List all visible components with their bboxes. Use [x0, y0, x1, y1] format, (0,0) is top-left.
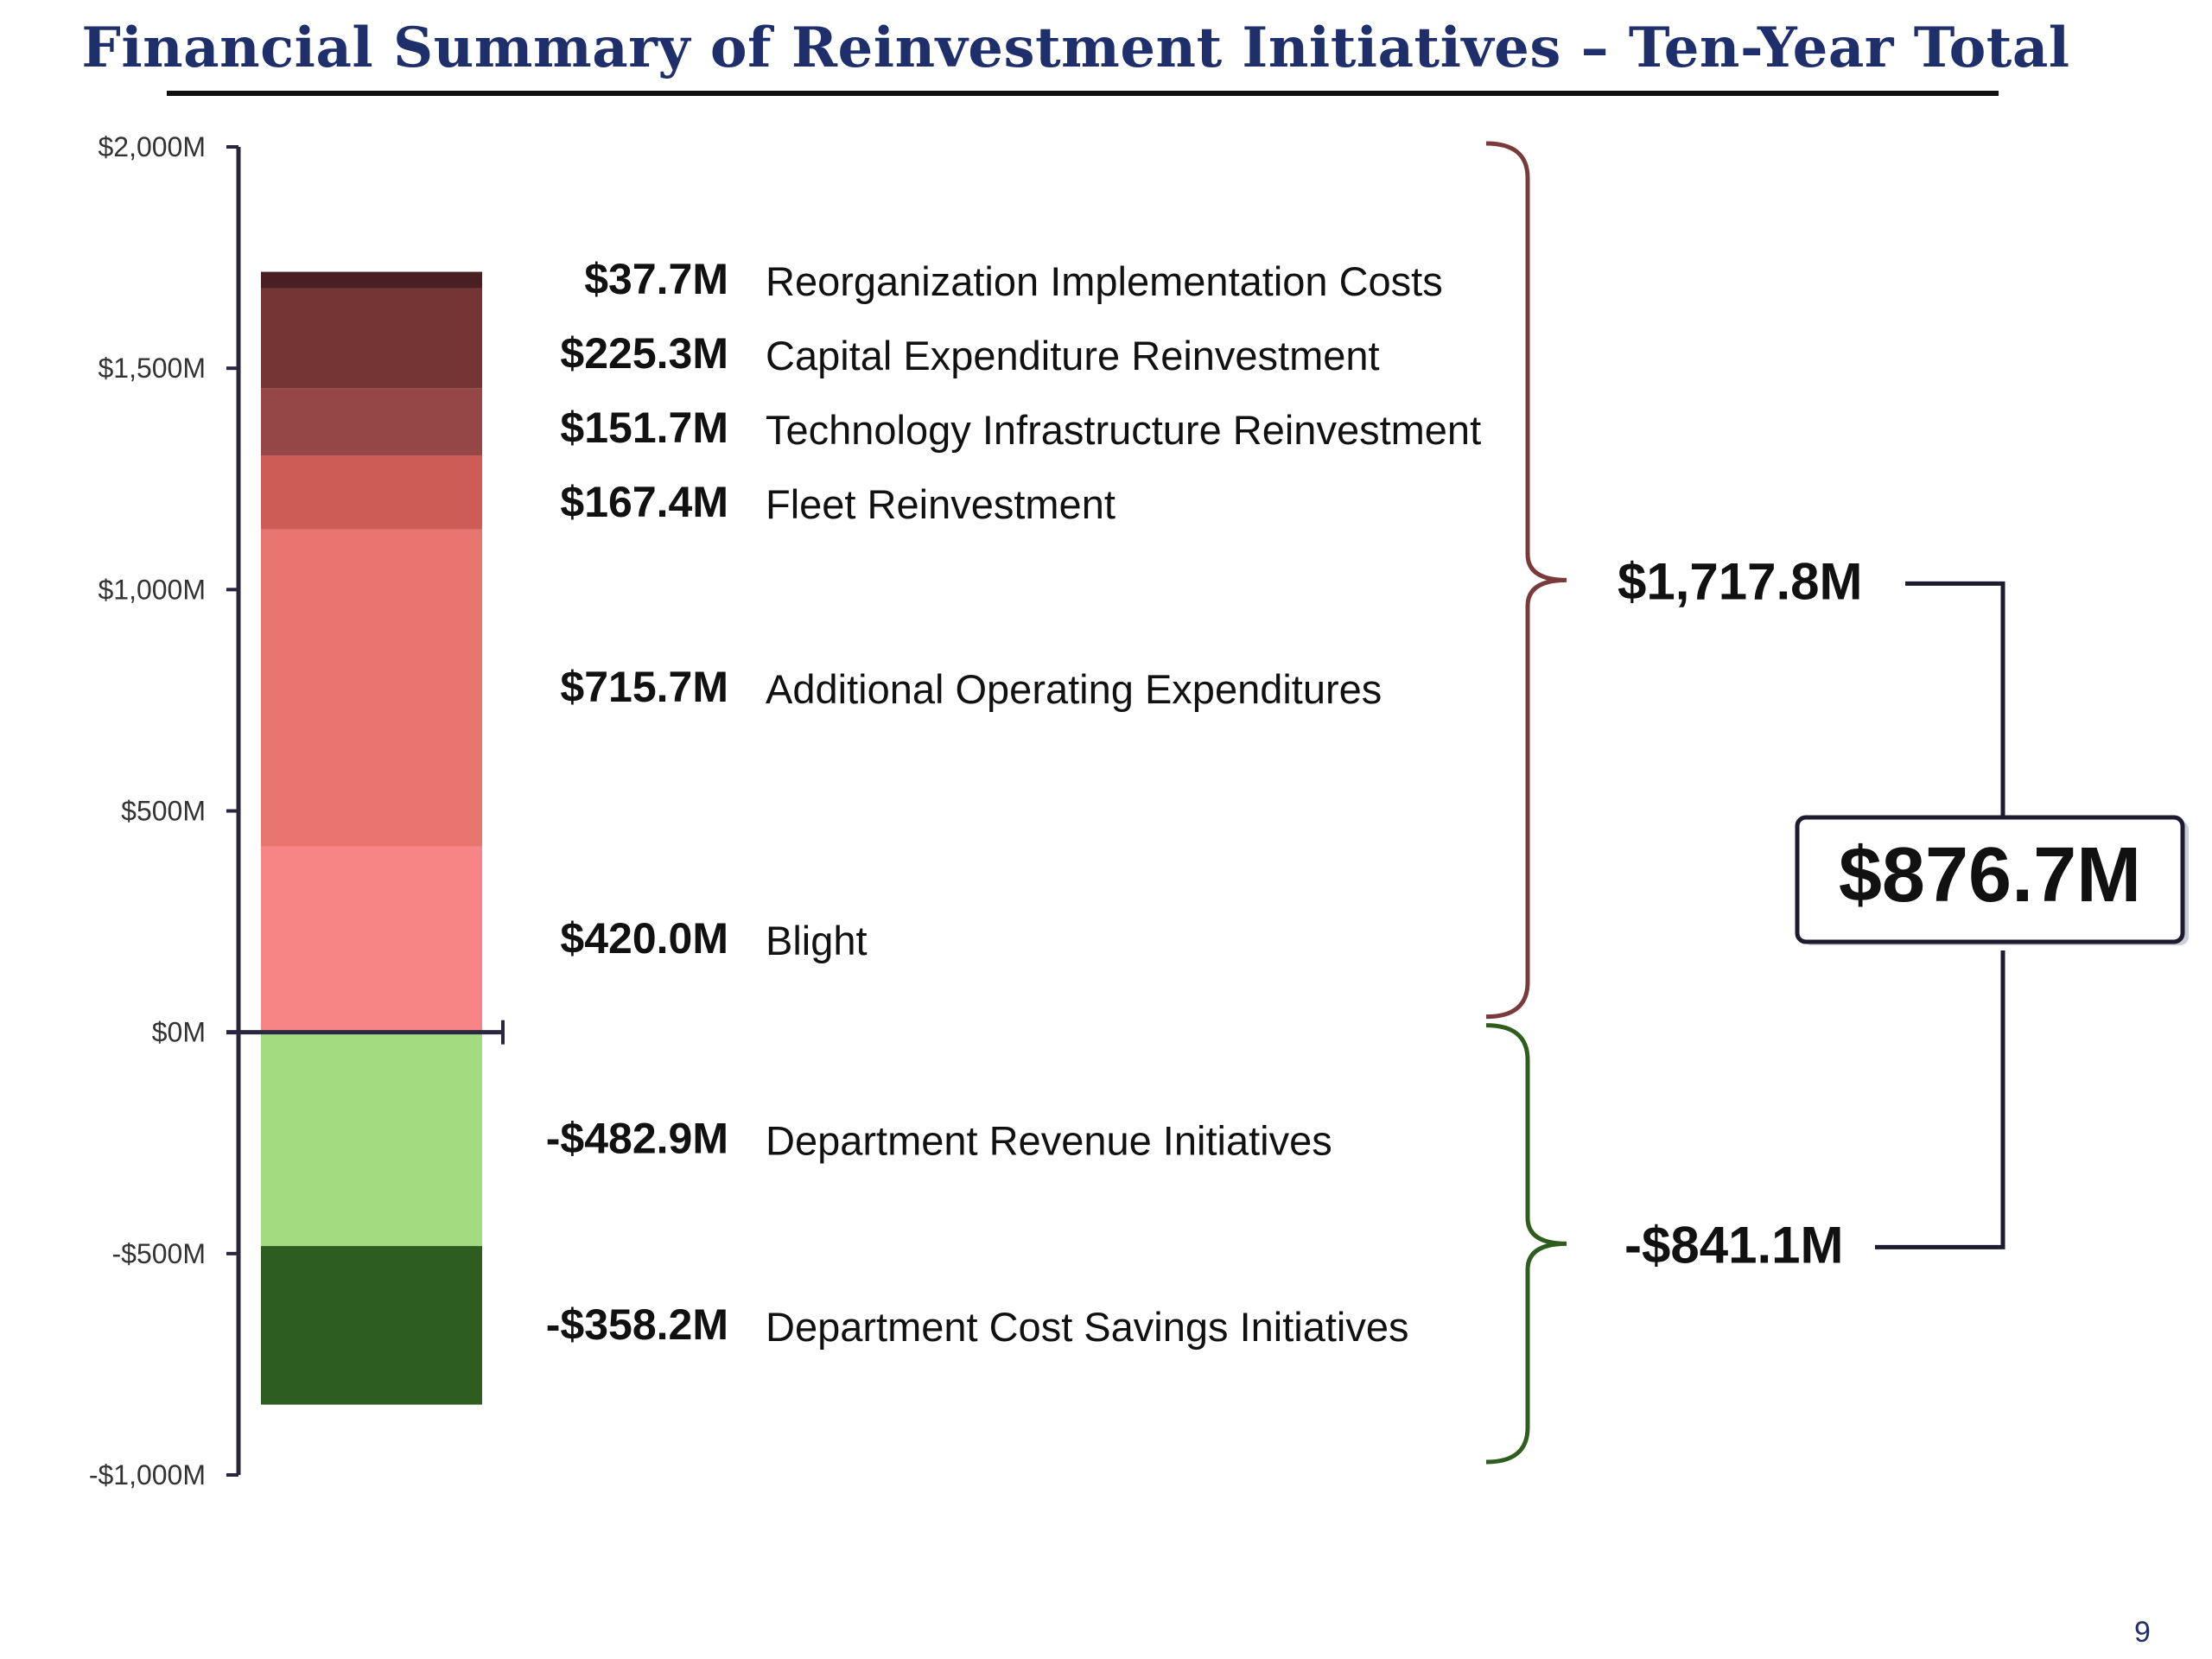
- segment-name-label-6: Department Revenue Initiatives: [766, 1117, 1332, 1163]
- segment-labels: $420.0M Blight $715.7M Additional Operating…: [546, 255, 1481, 1350]
- positive-total-label: $1,717.8M: [1618, 552, 1863, 610]
- y-tick-label-6: -$1,000M: [89, 1459, 206, 1491]
- negative-brace: [1485, 1023, 1567, 1465]
- bar-segment-6: [261, 1032, 482, 1247]
- net-total-label: $876.7M: [1839, 832, 2141, 918]
- slide-title: Financial Summary of Reinvestment Initia…: [81, 16, 2070, 80]
- bar-segment-5: [261, 271, 482, 289]
- bar-segment-1: [261, 529, 482, 847]
- net-connector-bottom: [1875, 950, 2005, 1249]
- y-tick-label-0: $2,000M: [98, 131, 206, 162]
- bar-segments: [261, 271, 482, 1405]
- bar-segment-3: [261, 388, 482, 456]
- segment-name-label-4: Capital Expenditure Reinvestment: [766, 333, 1380, 378]
- segment-name-label-1: Additional Operating Expenditures: [766, 666, 1382, 712]
- segment-name-label-5: Reorganization Implementation Costs: [766, 258, 1443, 304]
- y-tick-label-2: $1,000M: [98, 574, 206, 605]
- segment-name-label-0: Blight: [766, 918, 868, 963]
- segment-name-label-3: Technology Infrastructure Reinvestment: [766, 407, 1481, 453]
- segment-value-label-2: $167.4M: [560, 478, 728, 526]
- net-connector-top: [1905, 581, 2005, 817]
- y-tick-label-3: $500M: [121, 796, 206, 827]
- y-tick-label-4: $0M: [152, 1017, 206, 1048]
- totals: $1,717.8M -$841.1M $876.7M: [1618, 552, 2189, 1274]
- net-box: [1795, 815, 2185, 944]
- segment-value-label-1: $715.7M: [560, 663, 728, 711]
- positive-brace: [1485, 141, 1567, 1020]
- bar-segment-2: [261, 455, 482, 530]
- segment-value-label-3: $151.7M: [560, 404, 728, 452]
- negative-total-label: -$841.1M: [1624, 1216, 1843, 1274]
- y-axis: $2,000M $1,500M $1,000M $500M $0M -$500M -$1,0…: [89, 131, 505, 1491]
- segment-value-label-6: -$482.9M: [546, 1114, 728, 1162]
- segment-name-label-7: Department Cost Savings Initiatives: [766, 1304, 1409, 1350]
- segment-value-label-7: -$358.2M: [546, 1300, 728, 1349]
- segment-value-label-0: $420.0M: [560, 914, 728, 963]
- bar-segment-0: [261, 846, 482, 1033]
- segment-value-label-5: $37.7M: [584, 255, 728, 303]
- y-tick-label-5: -$500M: [112, 1238, 207, 1269]
- bar-segment-4: [261, 288, 482, 389]
- page-number: 9: [2134, 1616, 2151, 1649]
- segment-name-label-2: Fleet Reinvestment: [766, 481, 1116, 527]
- group-braces: [1485, 141, 1567, 1465]
- y-tick-label-1: $1,500M: [98, 353, 206, 384]
- bar-segment-7: [261, 1246, 482, 1405]
- segment-value-label-4: $225.3M: [560, 329, 728, 378]
- title-rule: [167, 91, 1999, 96]
